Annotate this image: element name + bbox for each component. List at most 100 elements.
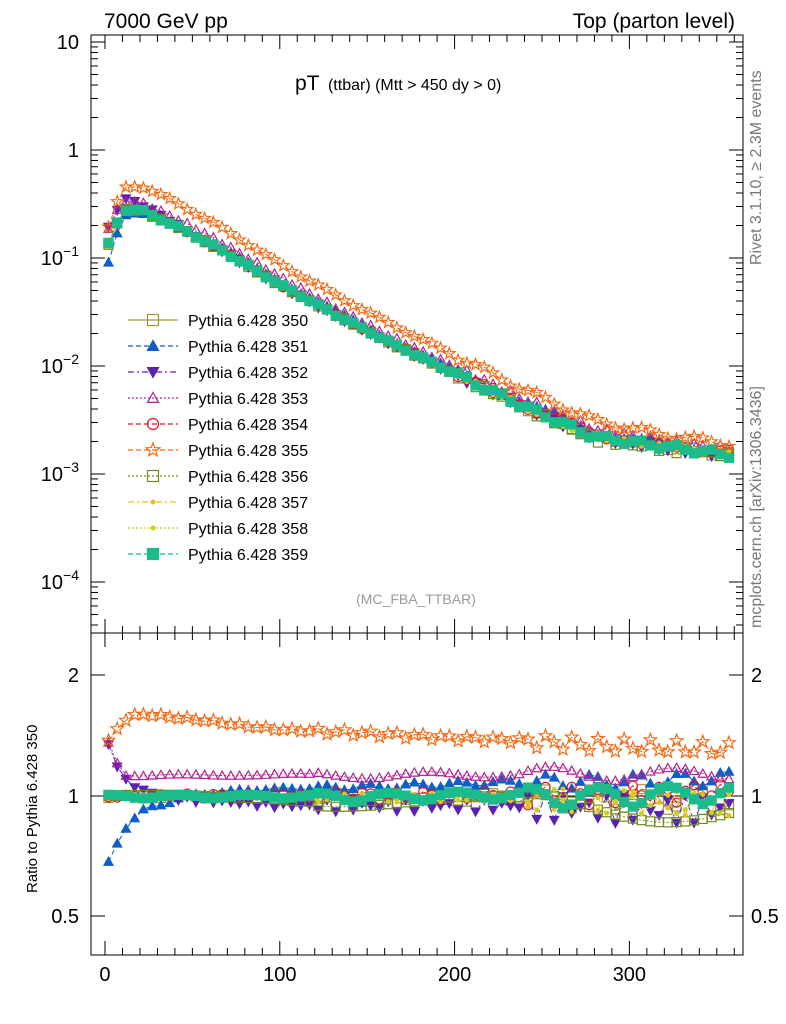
ratio-point	[505, 789, 516, 801]
data-point	[407, 328, 422, 343]
ratio-point	[487, 794, 499, 805]
ratio-point	[362, 722, 379, 739]
ratio-point	[182, 790, 193, 801]
ratio-point	[522, 765, 534, 775]
data-point	[102, 256, 114, 267]
ratio-point	[653, 810, 665, 821]
ratio-point	[179, 709, 196, 725]
ratio-point	[170, 710, 187, 726]
ratio-point	[639, 811, 645, 817]
ratio-point	[583, 770, 595, 781]
ratio-point	[356, 779, 368, 790]
ratio-point	[380, 725, 397, 741]
series-line	[108, 200, 730, 452]
ratio-point	[155, 799, 167, 810]
ratio-point	[234, 769, 246, 780]
data-point	[260, 272, 271, 283]
ratio-point	[190, 790, 201, 802]
data-point	[258, 246, 274, 261]
legend-marker	[146, 339, 160, 351]
ratio-point	[260, 790, 271, 802]
ratio-point	[321, 788, 333, 799]
data-point	[295, 281, 307, 292]
ratio-point	[487, 771, 499, 782]
ratio-point	[665, 805, 671, 811]
ratio-point	[146, 800, 158, 811]
data-point	[573, 406, 588, 421]
ratio-point	[137, 770, 149, 781]
ratio-point	[514, 787, 525, 798]
ratio-point	[400, 790, 411, 801]
ratio-point	[551, 786, 557, 792]
data-point	[127, 179, 143, 194]
ratio-point	[347, 805, 359, 816]
ratio-point	[604, 810, 610, 816]
ratio-y-tick-label: 2	[68, 665, 79, 687]
ratio-point	[557, 762, 569, 773]
ratio-point	[662, 762, 674, 773]
ratio-point	[286, 792, 298, 803]
data-point	[575, 427, 586, 438]
ratio-point	[539, 760, 551, 771]
ratio-point	[555, 741, 571, 757]
ratio-point	[275, 721, 292, 737]
ratio-point	[610, 788, 621, 799]
ratio-point	[260, 768, 272, 779]
ratio-point	[417, 766, 429, 776]
ratio-point	[208, 793, 219, 804]
ratio-point	[152, 706, 169, 722]
ratio-point	[391, 769, 403, 780]
ratio-point	[173, 789, 184, 800]
ratio-point	[546, 733, 563, 749]
data-point	[546, 396, 562, 411]
data-point	[590, 411, 606, 426]
ratio-point	[557, 802, 569, 814]
legend-label: Pythia 6.428 358	[188, 521, 308, 538]
ratio-point	[452, 775, 464, 785]
ratio-point	[595, 795, 601, 801]
ratio-point	[135, 706, 152, 722]
ratio-point	[242, 769, 254, 780]
data-point	[164, 218, 175, 229]
data-point	[391, 339, 402, 351]
ratio-point	[321, 768, 333, 779]
data-point	[662, 441, 673, 452]
ratio-point	[129, 770, 141, 781]
ratio-y-tick-label: 1	[68, 786, 79, 808]
ratio-y-tick-label-right: 1	[751, 786, 762, 808]
ratio-point	[584, 784, 595, 796]
ratio-point	[164, 768, 176, 779]
data-point	[240, 237, 256, 252]
data-point	[120, 195, 132, 206]
ratio-point	[525, 799, 531, 805]
ratio-point	[112, 790, 123, 801]
ratio-point	[450, 732, 467, 748]
data-point	[372, 309, 387, 324]
legend-marker	[146, 391, 160, 403]
ratio-point	[391, 806, 403, 817]
ratio-point	[365, 791, 376, 802]
ratio-point	[653, 763, 665, 774]
data-point	[581, 407, 597, 422]
ratio-frame	[90, 632, 744, 956]
ratio-point	[651, 741, 668, 758]
ratio-point	[373, 772, 385, 782]
data-point	[704, 434, 719, 448]
ratio-point	[715, 788, 726, 799]
legend-marker	[146, 417, 160, 431]
ratio-point	[688, 765, 700, 776]
ratio-point	[607, 742, 624, 759]
data-point	[485, 364, 501, 380]
ratio-point	[286, 767, 298, 778]
ratio-point	[330, 769, 342, 780]
ratio-point	[496, 792, 507, 804]
ratio-point	[697, 780, 709, 791]
ratio-point	[373, 780, 385, 791]
y-tick-label: 10−1	[41, 243, 79, 270]
ratio-point	[726, 792, 732, 798]
ratio-point	[714, 766, 726, 777]
ratio-point	[618, 773, 630, 784]
ratio-point	[365, 772, 377, 783]
data-point	[345, 297, 361, 312]
data-point	[109, 193, 125, 208]
